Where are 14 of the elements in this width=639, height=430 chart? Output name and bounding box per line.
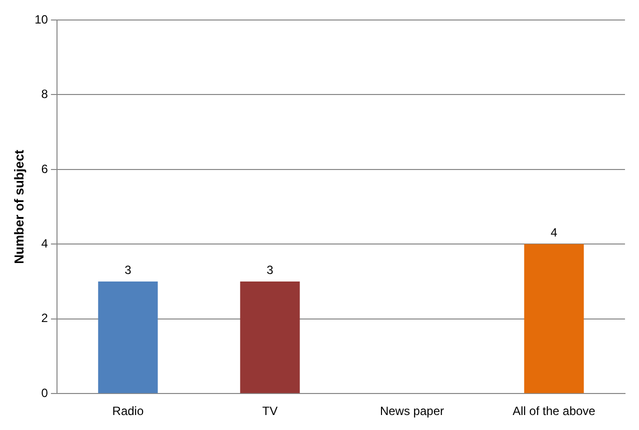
x-tick-label: News paper: [380, 404, 444, 418]
y-tick-label: 6: [41, 162, 48, 176]
data-label: 3: [124, 262, 132, 277]
y-tick-label: 0: [41, 386, 48, 400]
y-tick-label: 8: [41, 87, 48, 102]
x-tick-label: TV: [262, 404, 278, 418]
y-tick-label: 2: [41, 311, 48, 326]
x-tick-label: All of the above: [512, 404, 596, 418]
y-axis-title: Number of subject: [11, 149, 26, 264]
y-tick-label: 10: [34, 12, 48, 26]
data-label: 4: [550, 225, 558, 240]
data-label: 3: [266, 262, 274, 277]
y-tick-label: 4: [41, 236, 48, 250]
x-tick-label: Radio: [112, 404, 144, 418]
